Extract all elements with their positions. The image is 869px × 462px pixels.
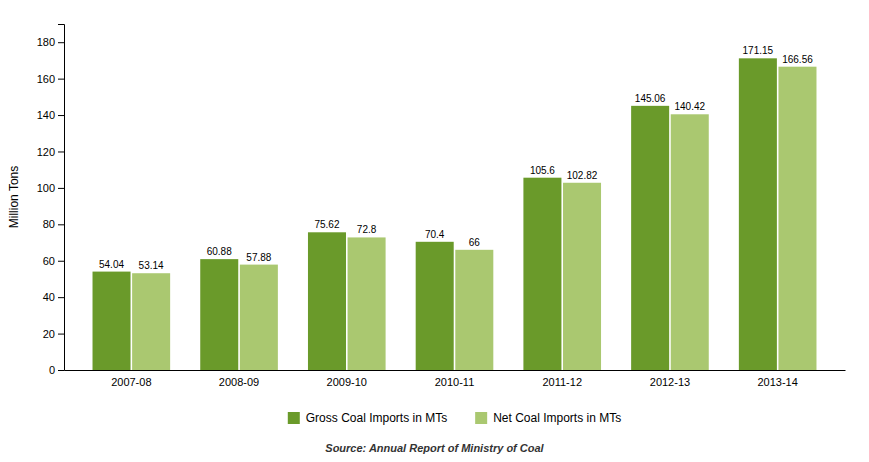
x-tick-label: 2012-13 <box>650 376 690 388</box>
plot: 0204060801001201401601802007-082008-0920… <box>37 25 846 388</box>
x-tick-label: 2013-14 <box>757 376 797 388</box>
y-tick: 140 <box>37 109 64 121</box>
x-tick: 2013-14 <box>757 376 797 388</box>
data-label: 60.88 <box>207 246 232 257</box>
data-label: 166.56 <box>782 54 813 65</box>
y-tick-label: 0 <box>49 364 55 376</box>
x-tick-label: 2010-11 <box>435 376 475 388</box>
bar <box>563 183 601 370</box>
y-tick-label: 40 <box>43 291 55 303</box>
bar <box>739 58 777 370</box>
bar <box>240 265 278 370</box>
y-tick-mark <box>58 334 64 335</box>
x-tick-label: 2009-10 <box>327 376 367 388</box>
data-label: 57.88 <box>246 252 271 263</box>
y-tick: 120 <box>37 145 64 157</box>
y-axis-line <box>58 25 65 371</box>
y-tick: 160 <box>37 73 64 85</box>
data-label: 145.06 <box>635 93 666 104</box>
y-tick-label: 160 <box>37 73 55 85</box>
chart: 0204060801001201401601802007-082008-0920… <box>0 0 869 462</box>
data-labels: 54.04 60.88 75.62 70.4 105.6 145.06 171.15 53.1… <box>99 45 813 271</box>
x-tick: 2007-08 <box>111 376 151 388</box>
data-label: 53.14 <box>139 260 164 271</box>
x-tick-label: 2011-12 <box>542 376 582 388</box>
data-label: 171.15 <box>743 45 774 56</box>
y-tick: 60 <box>43 255 64 267</box>
bar <box>416 242 454 370</box>
y-tick: 20 <box>43 328 64 340</box>
y-tick-mark <box>58 151 64 152</box>
bar <box>778 67 816 370</box>
data-label: 54.04 <box>99 259 124 270</box>
legend-swatch <box>288 412 300 424</box>
data-label: 70.4 <box>425 229 445 240</box>
bar <box>93 272 131 370</box>
x-tick: 2012-13 <box>650 376 690 388</box>
y-tick: 80 <box>43 218 64 230</box>
bars <box>93 58 817 370</box>
x-tick: 2011-12 <box>542 376 582 388</box>
y-tick-mark <box>58 297 64 298</box>
bar <box>348 237 386 370</box>
y-tick-label: 60 <box>43 255 55 267</box>
x-tick: 2009-10 <box>327 376 367 388</box>
y-tick: 100 <box>37 182 64 194</box>
y-axis-title: Million Tons <box>7 166 21 228</box>
bar <box>523 178 561 370</box>
x-axis: 2007-08 2008-09 2009-10 2010-11 2011-12 2012-… <box>65 371 846 388</box>
y-axis: 0 20 40 60 80 100 120 140 160 180 <box>37 25 65 377</box>
data-label: 66 <box>469 237 481 248</box>
legend: Gross Coal Imports in MTs Net Coal Import… <box>288 411 621 425</box>
y-tick-mark <box>58 188 64 189</box>
y-tick-mark <box>58 261 64 262</box>
y-tick-mark <box>58 370 64 371</box>
data-label: 72.8 <box>357 224 377 235</box>
y-tick-mark <box>58 224 64 225</box>
data-label: 102.82 <box>567 170 598 181</box>
y-tick-mark <box>58 115 64 116</box>
x-tick-label: 2008-09 <box>219 376 259 388</box>
legend-swatch <box>475 412 487 424</box>
bar <box>631 106 669 370</box>
y-tick-mark <box>58 42 64 43</box>
x-tick: 2010-11 <box>435 376 475 388</box>
legend-label: Net Coal Imports in MTs <box>493 411 621 425</box>
data-label: 140.42 <box>674 101 705 112</box>
x-axis-line <box>65 370 846 371</box>
annotation: Source: Annual Report of Ministry of Coa… <box>325 442 544 454</box>
y-tick-label: 120 <box>37 145 55 157</box>
data-label: 105.6 <box>530 165 555 176</box>
y-tick-label: 20 <box>43 328 55 340</box>
bar <box>671 114 709 370</box>
legend-item: Net Coal Imports in MTs <box>475 411 621 425</box>
bar <box>200 259 238 370</box>
y-tick: 40 <box>43 291 64 303</box>
y-tick: 0 <box>49 364 64 376</box>
y-tick-label: 180 <box>37 36 55 48</box>
legend-item: Gross Coal Imports in MTs <box>288 411 447 425</box>
y-tick-label: 140 <box>37 109 55 121</box>
y-tick-label: 100 <box>37 182 55 194</box>
bar <box>132 273 170 370</box>
y-tick-label: 80 <box>43 218 55 230</box>
x-tick-label: 2007-08 <box>111 376 151 388</box>
y-tick-mark <box>58 79 64 80</box>
bar <box>455 250 493 370</box>
y-tick: 180 <box>37 36 64 48</box>
x-tick: 2008-09 <box>219 376 259 388</box>
data-label: 75.62 <box>314 219 339 230</box>
legend-label: Gross Coal Imports in MTs <box>306 411 447 425</box>
bar <box>308 232 346 370</box>
